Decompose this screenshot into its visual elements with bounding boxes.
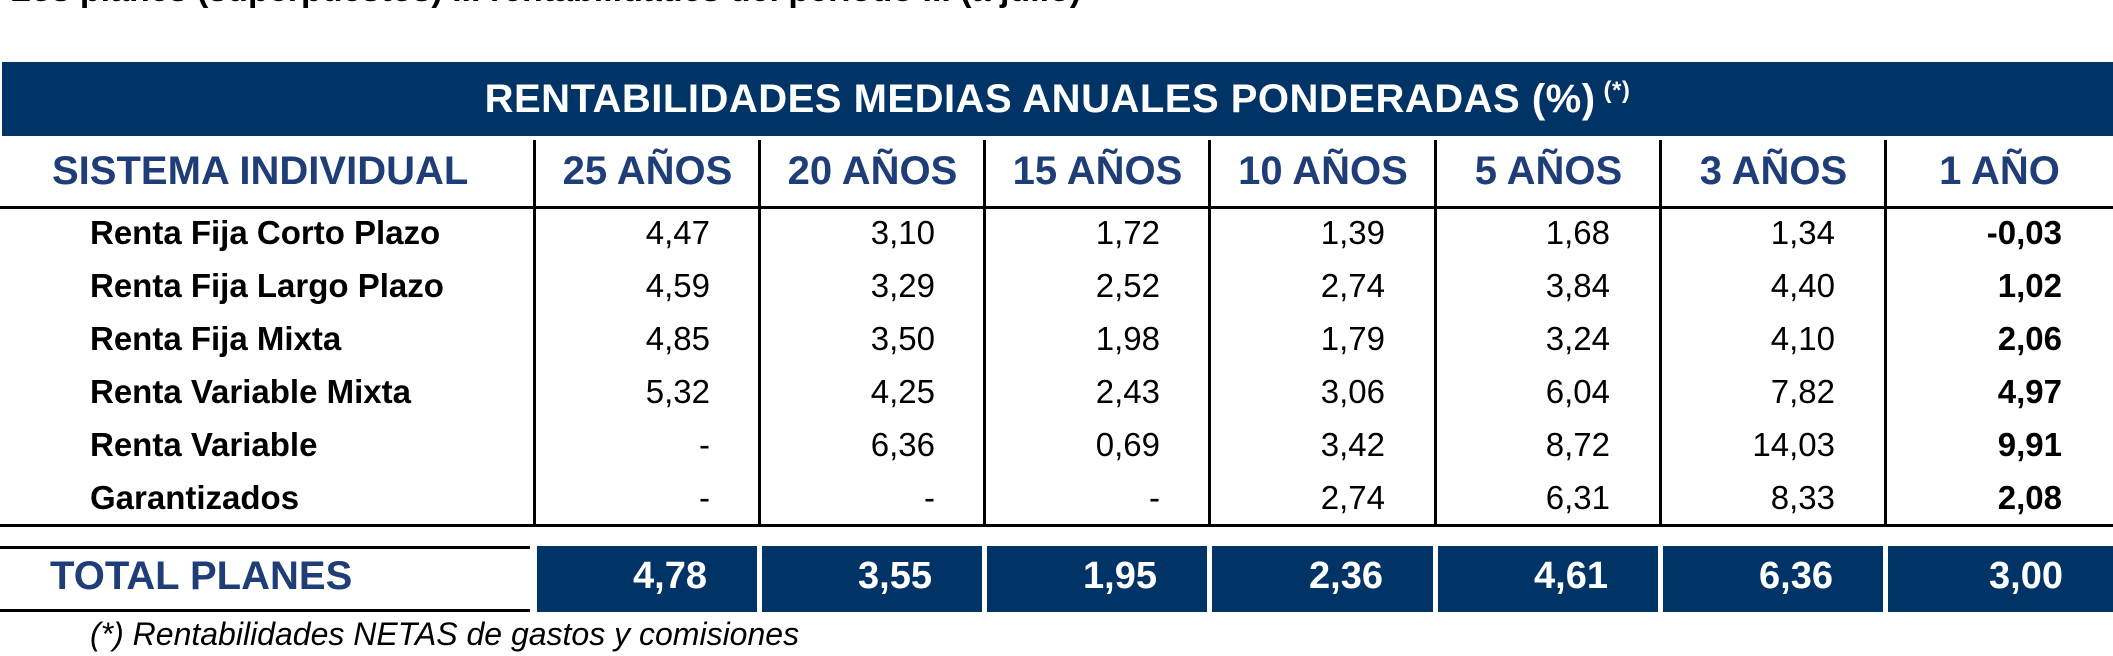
table-cell: 4,10 — [1770, 320, 1835, 357]
row-label: Garantizados — [90, 479, 300, 516]
body-bottom-rule — [0, 524, 2113, 527]
total-cell: 2,36 — [1212, 546, 1433, 612]
table-cell: 2,74 — [1320, 479, 1385, 516]
header-col-20: 20 AÑOS — [787, 148, 958, 193]
table-cell: 4,25 — [870, 373, 935, 410]
table-cell: 2,08 — [1997, 479, 2062, 516]
header-col-1: 1 AÑO — [1939, 148, 2060, 193]
total-cell: 6,36 — [1663, 546, 1883, 612]
total-cell: 3,00 — [1888, 546, 2113, 612]
col-divider — [1659, 140, 1662, 526]
table-cell: 7,82 — [1770, 373, 1835, 410]
table-cell: 2,52 — [1095, 267, 1160, 304]
header-col-25: 25 AÑOS — [562, 148, 733, 193]
total-cell: 3,55 — [762, 546, 982, 612]
table-cell: 8,72 — [1545, 426, 1610, 463]
header-col-3: 3 AÑOS — [1699, 148, 1848, 193]
table-cell: - — [699, 479, 710, 516]
header-col-5: 5 AÑOS — [1474, 148, 1623, 193]
total-top-rule — [0, 546, 530, 549]
col-divider — [533, 140, 536, 526]
table-cell: 4,40 — [1770, 267, 1835, 304]
col-divider — [1208, 140, 1211, 526]
table-cell: -0,03 — [1986, 214, 2062, 251]
table-title-banner: RENTABILIDADES MEDIAS ANUALES PONDERADAS… — [2, 62, 2113, 136]
table-cell: 0,69 — [1095, 426, 1160, 463]
col-divider — [983, 140, 986, 526]
table-cell: 6,36 — [870, 426, 935, 463]
footnote: (*) Rentabilidades NETAS de gastos y com… — [90, 616, 800, 652]
table-cell: 2,74 — [1320, 267, 1385, 304]
table-cell: 3,29 — [870, 267, 935, 304]
table-cell: 1,98 — [1095, 320, 1160, 357]
table-cell: 1,39 — [1320, 214, 1385, 251]
table-cell: 4,85 — [645, 320, 710, 357]
table-cell: 6,31 — [1545, 479, 1610, 516]
table-cell: 1,34 — [1770, 214, 1835, 251]
row-label: Renta Fija Largo Plazo — [90, 267, 444, 304]
table-cell: 4,59 — [645, 267, 710, 304]
table-cell: - — [1149, 479, 1160, 516]
total-cell: 4,78 — [537, 546, 757, 612]
table-cell: 3,50 — [870, 320, 935, 357]
col-divider — [1434, 140, 1437, 526]
table-cell: 3,10 — [870, 214, 935, 251]
table-cell: 14,03 — [1752, 426, 1835, 463]
header-divider — [0, 206, 2113, 209]
table-cell: 9,91 — [1997, 426, 2062, 463]
row-label: Renta Fija Corto Plazo — [90, 214, 441, 251]
table-cell: 4,47 — [645, 214, 710, 251]
header-sistema-individual: SISTEMA INDIVIDUAL — [52, 148, 469, 193]
table-cell: 1,79 — [1320, 320, 1385, 357]
table-cell: 4,97 — [1997, 373, 2062, 410]
table-cell: 6,04 — [1545, 373, 1610, 410]
header-col-15: 15 AÑOS — [1012, 148, 1183, 193]
table-cell: 3,42 — [1320, 426, 1385, 463]
row-label: Renta Variable Mixta — [90, 373, 411, 410]
table-cell: 5,32 — [645, 373, 710, 410]
table-cell: 3,24 — [1545, 320, 1610, 357]
table-cell: 1,68 — [1545, 214, 1610, 251]
table-cell: - — [699, 426, 710, 463]
table-cell: 3,84 — [1545, 267, 1610, 304]
row-label: Renta Fija Mixta — [90, 320, 342, 357]
total-cell: 1,95 — [987, 546, 1207, 612]
table-cell: - — [924, 479, 935, 516]
header-col-10: 10 AÑOS — [1238, 148, 1408, 193]
table-cell: 1,72 — [1095, 214, 1160, 251]
col-divider — [758, 140, 761, 526]
table-title: RENTABILIDADES MEDIAS ANUALES PONDERADAS… — [484, 76, 1596, 121]
row-label: Renta Variable — [90, 426, 318, 463]
col-divider — [1884, 140, 1887, 526]
title-note: (*) — [1603, 77, 1631, 104]
total-bottom-rule — [0, 609, 530, 612]
table-cell: 3,06 — [1320, 373, 1385, 410]
table-cell: 2,06 — [1997, 320, 2062, 357]
page-top-text: Los planes (superpuestos) ... rentabilid… — [10, 0, 1081, 10]
total-label: TOTAL PLANES — [50, 554, 353, 598]
table-cell: 8,33 — [1770, 479, 1835, 516]
table-cell: 2,43 — [1095, 373, 1160, 410]
table-cell: 1,02 — [1997, 267, 2062, 304]
total-cell: 4,61 — [1438, 546, 1658, 612]
